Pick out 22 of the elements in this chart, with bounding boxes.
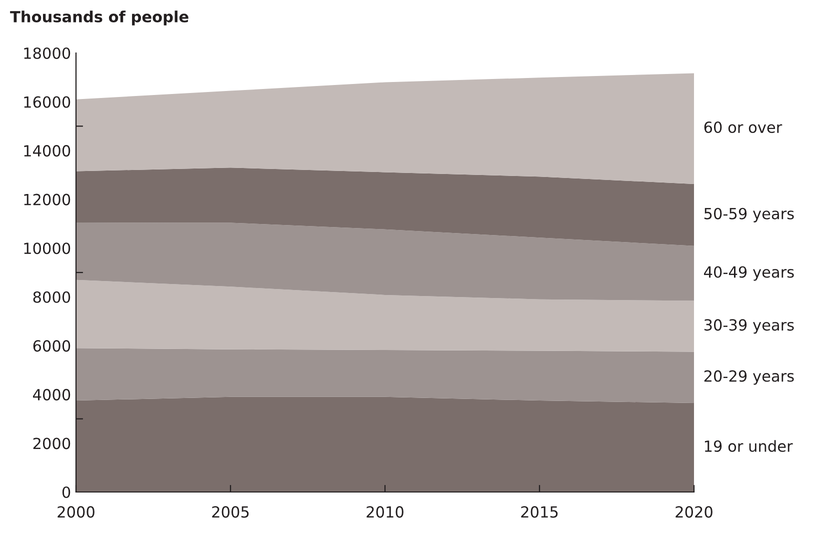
series-label: 19 or under (704, 440, 793, 452)
x-tick-label: 2000 (58, 506, 94, 518)
x-tick-label: 2020 (676, 506, 712, 518)
x-tick-label: 2015 (521, 506, 558, 518)
y-tick-label: 6000 (33, 340, 70, 352)
y-tick-label: 10000 (24, 242, 70, 254)
series-label: 20-29 years (704, 370, 794, 385)
y-tick-label: 2000 (33, 438, 70, 450)
x-tick-label: 2010 (366, 506, 404, 518)
y-tick-label: 16000 (24, 96, 70, 108)
y-tick-label: 12000 (24, 194, 70, 206)
series-label: 30-39 years (704, 319, 794, 334)
y-tick-label: 8000 (33, 291, 70, 303)
series-label: 60 or over (704, 121, 782, 134)
y-tick-label: 14000 (24, 145, 70, 157)
chart-title: Thousands of people (10, 10, 188, 26)
y-tick-label: 4000 (33, 388, 70, 400)
series-label: 50-59 years (704, 208, 794, 222)
series-label: 40-49 years (704, 266, 794, 281)
y-tick-label: 0 (62, 486, 70, 498)
x-tick-label: 2005 (212, 506, 249, 518)
y-tick-label: 18000 (24, 47, 70, 60)
